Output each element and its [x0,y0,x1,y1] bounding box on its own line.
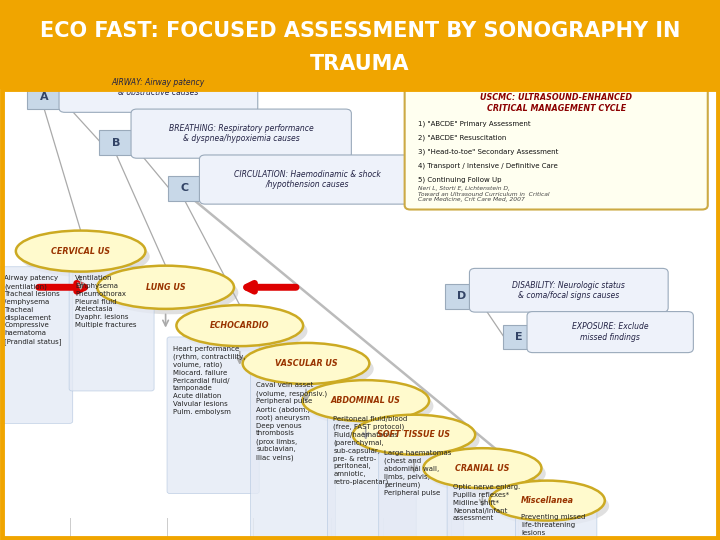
Text: Large haematomas
(chest and
abdominal wall,
limbs, pelvis,
perineum)
Peripheral : Large haematomas (chest and abdominal wa… [384,450,452,496]
Text: Peritoneal fluid/blood
(free, FAST protocol)
Fluid/haematomas
(parenchymal,
sub-: Peritoneal fluid/blood (free, FAST proto… [333,416,408,485]
Text: Miscellanea: Miscellanea [521,496,574,505]
FancyBboxPatch shape [167,337,259,494]
Text: 2) "ABCDE" Resuscitation: 2) "ABCDE" Resuscitation [418,134,506,141]
Text: 1) "ABCDE" Primary Assessment: 1) "ABCDE" Primary Assessment [418,120,530,127]
Text: D: D [457,292,466,301]
Text: C: C [180,184,189,193]
FancyBboxPatch shape [0,267,73,423]
Ellipse shape [181,310,307,352]
FancyBboxPatch shape [469,268,668,312]
Ellipse shape [490,481,605,521]
Ellipse shape [428,454,546,494]
FancyBboxPatch shape [199,155,416,204]
Text: Preventing missed
life-threatening
lesions: Preventing missed life-threatening lesio… [521,514,585,536]
FancyBboxPatch shape [0,0,720,89]
Ellipse shape [243,343,369,384]
Text: Caval vein asset
(volume, responsiv.)
Peripheral pulse
Aortic (abdom.,
root) ane: Caval vein asset (volume, responsiv.) Pe… [256,382,328,461]
Text: TRAUMA: TRAUMA [310,54,410,74]
Ellipse shape [20,236,150,277]
FancyBboxPatch shape [168,176,201,201]
FancyBboxPatch shape [251,374,336,540]
Text: Heart performance
(rythm, contractility,
volume, ratio)
Miocard. failure
Pericar: Heart performance (rythm, contractility,… [173,346,246,415]
Text: Optic nerve enlarg.
Pupilla reflexes*
Midline shift*
Neonatal/Infant
assessment: Optic nerve enlarg. Pupilla reflexes* Mi… [453,484,520,522]
FancyBboxPatch shape [405,79,708,210]
Text: ABDOMINAL US: ABDOMINAL US [330,396,401,405]
Ellipse shape [302,380,429,421]
FancyBboxPatch shape [503,325,536,349]
Text: SOFT TISSUE US: SOFT TISSUE US [377,430,451,439]
FancyBboxPatch shape [328,407,416,540]
Text: AIRWAY: Airway patency
& obstructive causes: AIRWAY: Airway patency & obstructive cau… [112,78,205,97]
Text: DISABILITY: Neurologic status
& coma/focal signs causes: DISABILITY: Neurologic status & coma/foc… [513,281,625,300]
Ellipse shape [102,271,238,314]
Ellipse shape [494,486,609,526]
Text: CRANIAL US: CRANIAL US [455,464,510,472]
FancyBboxPatch shape [131,109,351,158]
Text: BREATHING: Respiratory performance
& dyspnea/hypoxiemia causes: BREATHING: Respiratory performance & dys… [168,124,314,143]
Ellipse shape [247,348,374,389]
FancyBboxPatch shape [527,312,693,353]
Text: VASCULAR US: VASCULAR US [275,359,337,368]
Ellipse shape [97,266,234,309]
Ellipse shape [423,448,541,488]
FancyBboxPatch shape [27,84,60,109]
FancyBboxPatch shape [447,476,532,540]
Text: B: B [112,138,120,147]
FancyBboxPatch shape [69,267,154,391]
Text: Airway patency
(ventilation)
Tracheal lesions
/emphysema
Tracheal
displacement
C: Airway patency (ventilation) Tracheal le… [4,275,62,345]
FancyBboxPatch shape [59,63,258,112]
FancyBboxPatch shape [516,505,597,540]
Text: ECHOCARDIO: ECHOCARDIO [210,321,269,330]
Text: CIRCULATION: Haemodinamic & shock
/hypothension causes: CIRCULATION: Haemodinamic & shock /hypot… [235,170,381,189]
Text: Ventilation
Emphysema
Pneumothorax
Pleural fluid
Atelectasia
Dyaphr. lesions
Mul: Ventilation Emphysema Pneumothorax Pleur… [75,275,136,328]
Text: USCMC: ULTRASOUND-ENHANCED
CRITICAL MANAGEMENT CYCLE: USCMC: ULTRASOUND-ENHANCED CRITICAL MANA… [480,93,632,113]
Text: ECO FAST: FOCUSED ASSESSMENT BY SONOGRAPHY IN: ECO FAST: FOCUSED ASSESSMENT BY SONOGRAP… [40,21,680,41]
Text: 5) Continuing Follow Up: 5) Continuing Follow Up [418,177,501,183]
Text: 4) Transport / Intensive / Definitive Care: 4) Transport / Intensive / Definitive Ca… [418,163,557,169]
Ellipse shape [176,305,303,346]
FancyBboxPatch shape [99,130,132,155]
FancyBboxPatch shape [445,284,478,309]
Ellipse shape [357,420,480,460]
FancyBboxPatch shape [379,441,464,540]
Text: 3) "Head-to-toe" Secondary Assessment: 3) "Head-to-toe" Secondary Assessment [418,148,558,155]
Ellipse shape [353,415,475,455]
Text: Neri L, Storti E, Lichtenstein D,
Toward an Ultrasound Curriculum in  Critical
C: Neri L, Storti E, Lichtenstein D, Toward… [418,186,549,202]
Text: LUNG US: LUNG US [145,283,186,292]
Ellipse shape [16,231,145,272]
Text: EXPOSURE: Exclude
missed findings: EXPOSURE: Exclude missed findings [572,322,649,342]
Text: CERVICAL US: CERVICAL US [51,247,110,255]
Ellipse shape [307,386,433,427]
Text: A: A [40,92,48,102]
Text: E: E [516,332,523,342]
